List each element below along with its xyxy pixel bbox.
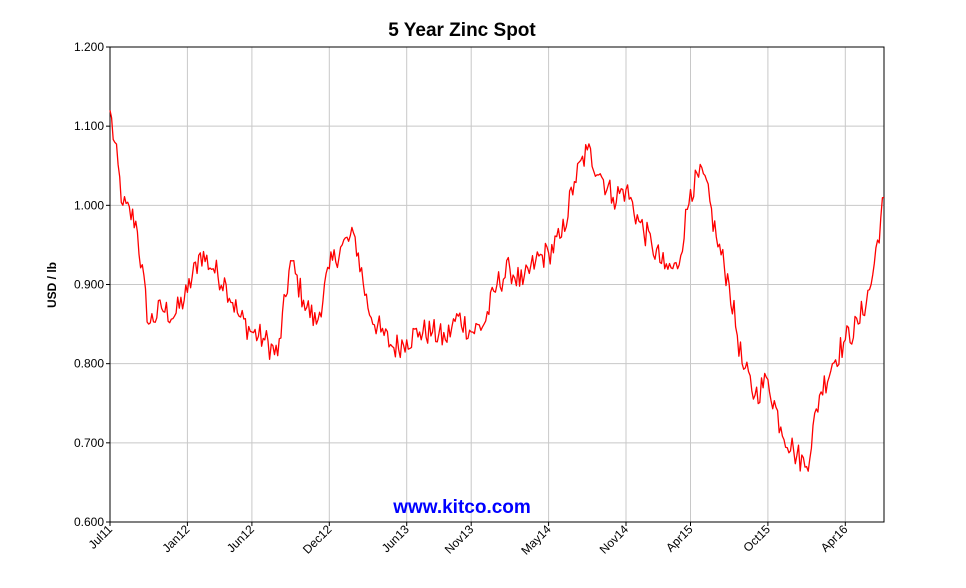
y-tick-label: 1.100 <box>74 119 104 133</box>
chart-title: 5 Year Zinc Spot <box>388 20 536 41</box>
y-tick-label: 1.200 <box>74 40 104 54</box>
zinc-price-line <box>109 110 885 472</box>
y-tick-label: 0.900 <box>74 278 104 292</box>
y-tick-label: 0.800 <box>74 357 104 371</box>
y-tick-label: 0.700 <box>74 436 104 450</box>
kitco-watermark[interactable]: www.kitco.com <box>392 497 531 518</box>
y-axis-label: USD / lb <box>45 262 59 308</box>
y-tick-label: 1.000 <box>74 198 104 212</box>
y-axis-ticks: 0.600 0.700 0.800 0.900 1.000 1.100 1.200 <box>74 40 110 529</box>
y-tick-label: 0.600 <box>74 515 104 529</box>
